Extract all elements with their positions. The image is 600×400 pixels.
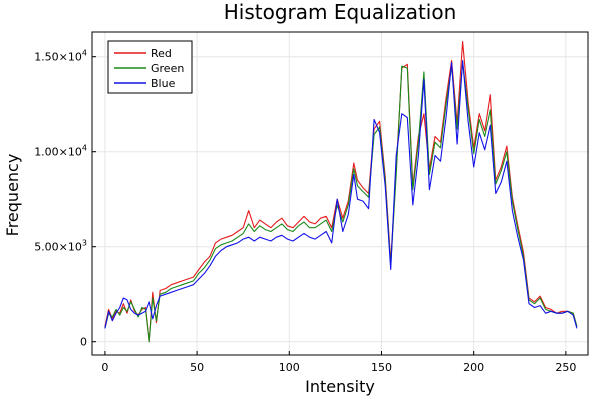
legend-label: Green (151, 62, 184, 75)
legend-item-red: Red (114, 47, 172, 60)
series-layer (104, 40, 578, 343)
x-axis-ticks: 0 50 100 150 200 250 (101, 351, 576, 374)
legend-item-green: Green (114, 62, 184, 75)
chart-title: Histogram Equalization (224, 0, 457, 24)
y-tick-label: 5.00×103 (34, 239, 87, 254)
x-tick-label: 100 (279, 361, 300, 374)
x-tick-label: 50 (190, 361, 204, 374)
x-tick-label: 250 (555, 361, 576, 374)
series-line (104, 59, 578, 329)
x-axis-label: Intensity (305, 377, 375, 396)
legend-item-blue: Blue (114, 77, 176, 90)
x-tick-label: 200 (463, 361, 484, 374)
series-green (104, 61, 578, 343)
legend: Red Green Blue (107, 40, 193, 94)
y-tick-label: 0 (80, 336, 87, 349)
x-tick-label: 150 (371, 361, 392, 374)
y-axis-ticks: 0 5.00×103 1.00×104 1.50×104 (34, 49, 96, 349)
legend-label: Blue (151, 77, 176, 90)
y-axis-label: Frequency (3, 154, 22, 237)
plot-area (91, 31, 589, 356)
y-tick-label: 1.50×104 (34, 49, 87, 64)
series-blue (104, 59, 578, 329)
y-tick-label: 1.00×104 (34, 144, 87, 159)
x-tick-label: 0 (101, 361, 108, 374)
series-line (104, 61, 578, 343)
legend-box (107, 40, 193, 94)
legend-label: Red (151, 47, 172, 60)
